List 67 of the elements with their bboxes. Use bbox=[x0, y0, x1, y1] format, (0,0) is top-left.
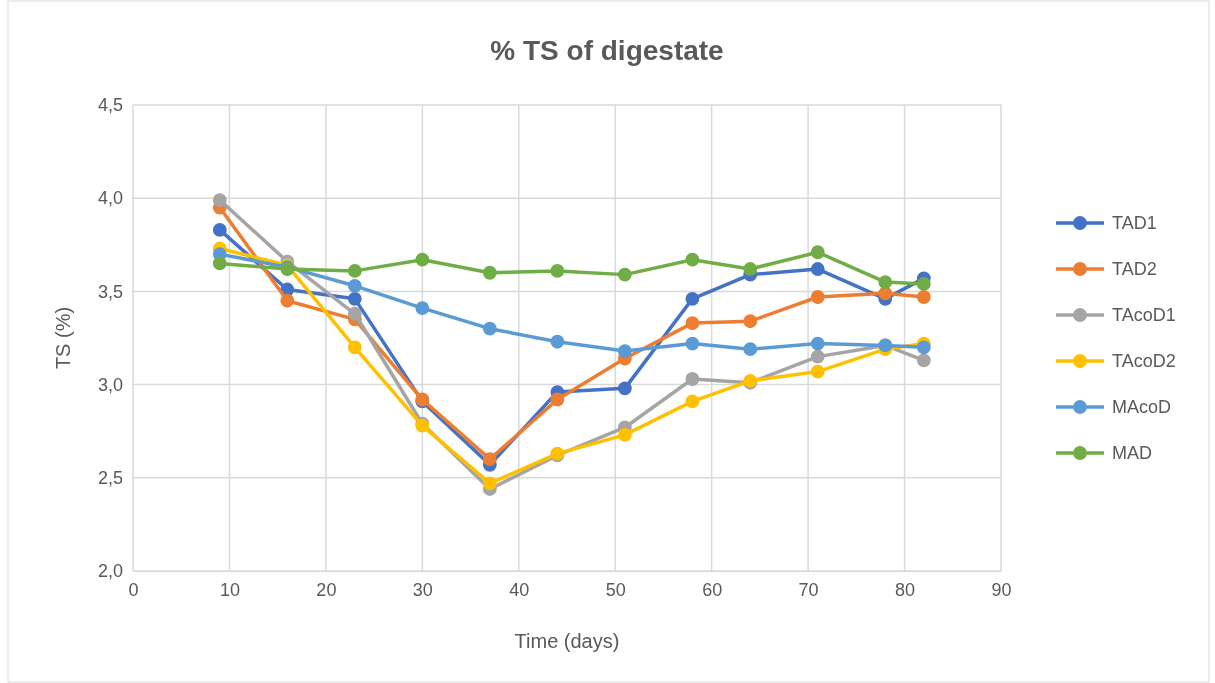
x-tick-label: 0 bbox=[128, 579, 139, 600]
point bbox=[810, 245, 825, 260]
y-axis-title: TS (%) bbox=[52, 306, 74, 370]
point bbox=[810, 364, 825, 379]
point bbox=[685, 252, 700, 267]
point bbox=[617, 267, 632, 282]
y-tick-label: 3,0 bbox=[97, 374, 123, 395]
x-tick-label: 80 bbox=[895, 579, 916, 600]
point bbox=[617, 428, 632, 442]
point bbox=[347, 291, 362, 306]
point bbox=[550, 334, 565, 349]
point bbox=[810, 290, 825, 304]
y-tick-label: 3,5 bbox=[97, 281, 123, 302]
point bbox=[878, 275, 893, 289]
y-tick-label: 2,0 bbox=[97, 561, 123, 582]
legend-label: TAD1 bbox=[1112, 213, 1157, 234]
x-tick-label: 50 bbox=[605, 579, 626, 600]
point bbox=[415, 301, 430, 316]
point bbox=[916, 340, 931, 355]
point bbox=[685, 394, 700, 409]
point bbox=[810, 349, 825, 364]
point bbox=[916, 353, 931, 368]
legend-label: TAcoD2 bbox=[1112, 351, 1176, 372]
legend-label: TAD2 bbox=[1112, 259, 1157, 280]
legend-label: MAcoD bbox=[1112, 397, 1172, 418]
x-tick-label: 30 bbox=[412, 579, 433, 600]
point bbox=[482, 265, 497, 280]
x-tick-label: 40 bbox=[509, 579, 530, 600]
y-tick-label: 4,0 bbox=[97, 188, 123, 209]
point bbox=[212, 222, 227, 237]
x-tick-label: 20 bbox=[316, 579, 337, 600]
point bbox=[810, 336, 825, 351]
point bbox=[743, 314, 758, 329]
chart-title: % TS of digestate bbox=[490, 35, 724, 66]
point bbox=[685, 372, 700, 386]
x-tick-label: 60 bbox=[702, 579, 723, 600]
point bbox=[347, 340, 362, 355]
point bbox=[743, 342, 758, 357]
point bbox=[482, 321, 497, 336]
point bbox=[212, 193, 227, 207]
y-tick-label: 2,5 bbox=[97, 468, 123, 489]
x-tick-label: 10 bbox=[219, 579, 240, 600]
point bbox=[280, 293, 295, 308]
point bbox=[212, 256, 227, 271]
point bbox=[685, 336, 700, 351]
point bbox=[916, 290, 931, 304]
point bbox=[617, 344, 632, 358]
point bbox=[482, 452, 497, 467]
point bbox=[685, 316, 700, 330]
point bbox=[916, 277, 931, 291]
legend-label: MAD bbox=[1112, 443, 1152, 464]
point bbox=[347, 306, 362, 321]
legend-label: TAcoD1 bbox=[1112, 305, 1176, 326]
point bbox=[550, 264, 565, 278]
point bbox=[743, 262, 758, 276]
point bbox=[415, 252, 430, 267]
point bbox=[685, 291, 700, 306]
x-axis-title: Time (days) bbox=[514, 630, 620, 652]
point bbox=[550, 392, 565, 407]
point bbox=[347, 278, 362, 293]
point bbox=[810, 262, 825, 276]
point bbox=[617, 381, 632, 396]
point bbox=[347, 264, 362, 278]
x-tick-label: 90 bbox=[991, 579, 1012, 600]
point bbox=[482, 476, 497, 491]
x-tick-label: 70 bbox=[798, 579, 819, 600]
y-tick-label: 4,5 bbox=[97, 95, 123, 116]
